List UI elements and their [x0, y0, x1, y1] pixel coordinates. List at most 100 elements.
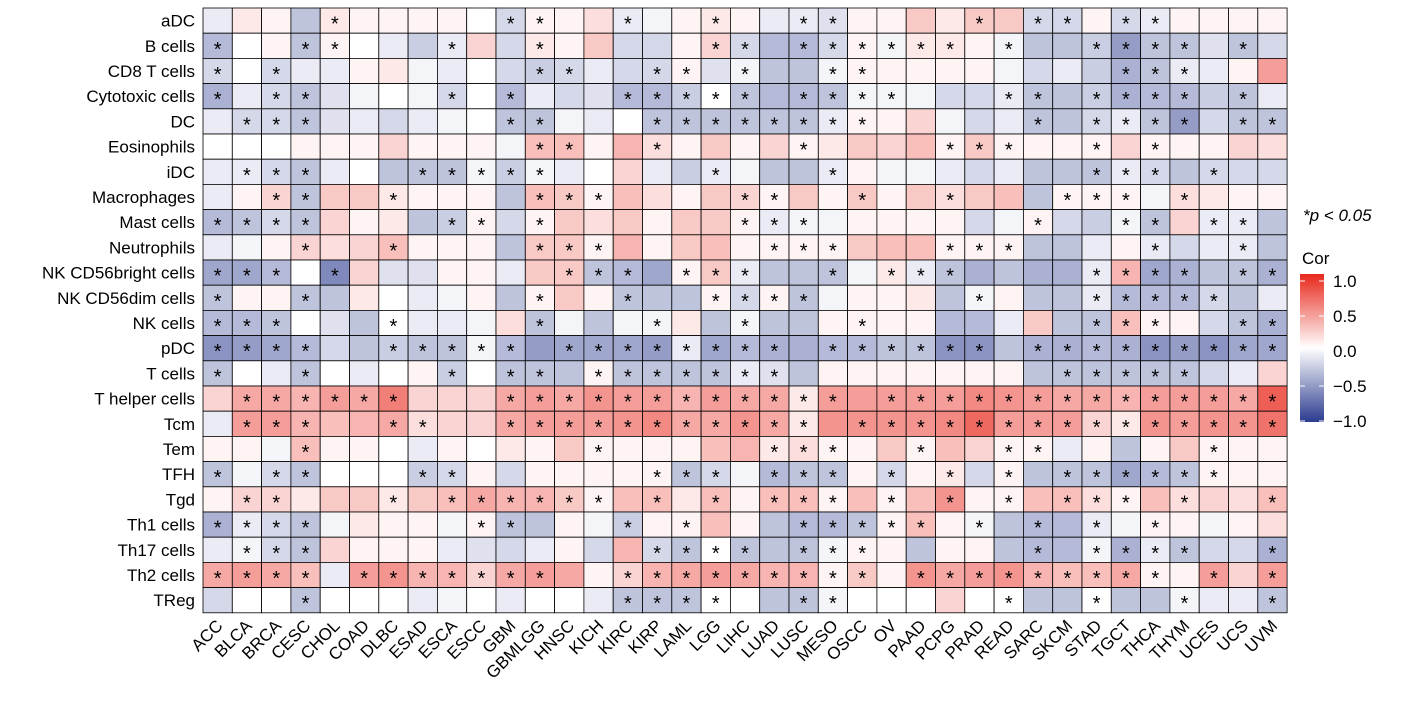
significance-star: * [653, 568, 661, 590]
significance-star: * [770, 190, 778, 212]
significance-star: * [624, 568, 632, 590]
significance-star: * [1181, 64, 1189, 86]
heatmap-cell [349, 158, 380, 185]
heatmap-cell [847, 284, 878, 311]
significance-star: * [624, 392, 632, 414]
heatmap-cell [1228, 511, 1259, 538]
row-label: aDC [161, 12, 195, 31]
heatmap-cell [407, 58, 438, 85]
significance-star: * [800, 442, 808, 464]
significance-star: * [1181, 543, 1189, 565]
heatmap-cell [1198, 58, 1229, 85]
heatmap-cell [319, 309, 350, 336]
heatmap-cell [847, 58, 878, 85]
heatmap-cell [466, 309, 497, 336]
heatmap-cell [788, 133, 819, 160]
significance-star: * [272, 215, 280, 237]
heatmap-cell [730, 133, 761, 160]
row-label: pDC [161, 339, 195, 358]
row-label: TReg [153, 591, 195, 610]
heatmap-cell [847, 511, 878, 538]
heatmap-cell [788, 486, 819, 513]
significance-star: * [683, 518, 691, 540]
significance-star: * [1093, 392, 1101, 414]
heatmap-cell [642, 284, 673, 311]
heatmap-cell [378, 58, 409, 85]
heatmap-cell [261, 158, 292, 185]
significance-star: * [272, 64, 280, 86]
heatmap-cell [1198, 536, 1229, 563]
significance-star: * [448, 39, 456, 61]
significance-star: * [1151, 291, 1159, 313]
heatmap-cell [319, 133, 350, 160]
row-label: Th17 cells [118, 541, 195, 560]
significance-star: * [565, 492, 573, 514]
significance-star: * [536, 14, 544, 36]
significance-star: * [800, 392, 808, 414]
heatmap-cell [1081, 511, 1112, 538]
heatmap-cell [231, 587, 263, 614]
heatmap-cell [554, 435, 585, 462]
significance-star: * [1269, 341, 1277, 363]
significance-star: * [272, 114, 280, 136]
heatmap-cell [349, 562, 380, 589]
heatmap-cell [202, 410, 233, 437]
row-label: Tem [163, 440, 195, 459]
significance-star: * [917, 417, 925, 439]
significance-star: * [214, 518, 222, 540]
heatmap-cell [583, 486, 614, 513]
significance-star: * [683, 366, 691, 388]
significance-star: * [214, 366, 222, 388]
heatmap-cell [671, 309, 702, 336]
heatmap-cell [700, 7, 731, 34]
significance-star: * [1181, 89, 1189, 111]
heatmap-cell [964, 259, 995, 286]
significance-star: * [565, 417, 573, 439]
heatmap-cell [935, 410, 966, 437]
significance-star: * [712, 392, 720, 414]
heatmap-cell [993, 158, 1024, 185]
heatmap-cell [1257, 461, 1288, 488]
significance-star: * [477, 165, 485, 187]
heatmap-cell [1257, 536, 1288, 563]
heatmap-cell [319, 284, 350, 311]
significance-star: * [243, 215, 251, 237]
heatmap-cell [407, 385, 438, 412]
heatmap-cell [905, 7, 936, 34]
significance-star: * [829, 266, 837, 288]
heatmap-cell [700, 133, 731, 160]
heatmap-cell [1257, 410, 1288, 437]
significance-star: * [800, 417, 808, 439]
heatmap-cell [612, 83, 643, 110]
heatmap-cell [1052, 385, 1083, 412]
heatmap-cell [1052, 360, 1083, 387]
significance-star: * [595, 417, 603, 439]
significance-star: * [214, 568, 222, 590]
significance-star: * [946, 190, 954, 212]
heatmap-cell [1081, 461, 1112, 488]
significance-stars: * * * * * * * * * * * * * * * * * * * * * * * * * * * * * * * * * * * * * * * *… [214, 14, 1277, 616]
heatmap-cell [1198, 7, 1229, 34]
significance-star: * [1005, 593, 1013, 615]
heatmap-cell [290, 58, 321, 85]
heatmap-cell [788, 158, 819, 185]
significance-star: * [976, 14, 984, 36]
color-legend: Cor 1.0 0.5 0.0 −0.5 −1.0 [1300, 249, 1367, 431]
heatmap-cell [1228, 410, 1259, 437]
significance-star: * [770, 442, 778, 464]
significance-star: * [800, 240, 808, 262]
heatmap-cell [378, 209, 409, 236]
significance-star: * [741, 341, 749, 363]
heatmap-cell [1257, 259, 1288, 286]
significance-star: * [1122, 291, 1130, 313]
heatmap-cell [612, 158, 643, 185]
significance-star: * [272, 89, 280, 111]
significance-star: * [800, 114, 808, 136]
heatmap-cell [1169, 133, 1200, 160]
heatmap-cell [1198, 83, 1229, 110]
heatmap-cell [583, 58, 614, 85]
heatmap-cell [964, 486, 995, 513]
heatmap-cell [319, 158, 350, 185]
heatmap-cell [1228, 587, 1259, 614]
heatmap-cell [642, 511, 673, 538]
